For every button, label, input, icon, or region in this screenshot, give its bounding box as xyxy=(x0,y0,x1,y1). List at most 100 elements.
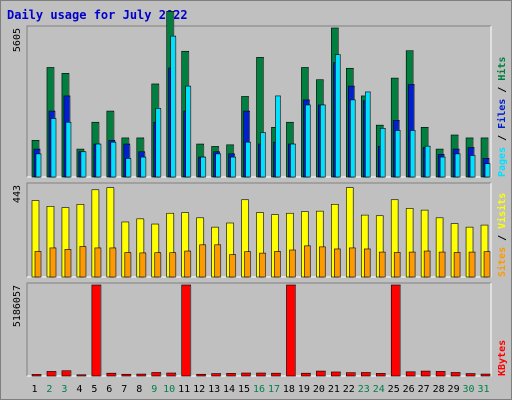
bar-kbytes-day-26 xyxy=(405,371,416,377)
bar-pages-day-18 xyxy=(290,143,296,178)
bar-kbytes-day-4 xyxy=(76,374,87,377)
x-tick-label-day-19: 19 xyxy=(298,384,310,395)
x-tick-label-day-8: 8 xyxy=(136,384,142,395)
bar-pages-day-23 xyxy=(364,91,371,178)
bar-kbytes-day-7 xyxy=(121,373,132,377)
bar-kbytes-day-28 xyxy=(435,371,446,377)
bar-sites-day-30 xyxy=(468,251,476,278)
bar-sites-day-17 xyxy=(274,251,281,278)
bar-sites-day-13 xyxy=(214,244,221,278)
bar-pages-day-17 xyxy=(275,95,281,178)
bar-pages-day-24 xyxy=(379,128,386,178)
bar-kbytes-day-2 xyxy=(46,371,57,377)
x-tick-label-day-9: 9 xyxy=(151,384,157,395)
x-tick-label-day-1: 1 xyxy=(31,384,37,395)
bar-sites-day-6 xyxy=(109,247,117,278)
bar-sites-day-26 xyxy=(408,251,416,278)
x-tick-label-day-18: 18 xyxy=(283,384,295,395)
panel-1-ymax-label: 5605 xyxy=(12,28,23,52)
bar-pages-day-14 xyxy=(230,156,236,178)
bar-kbytes-day-25 xyxy=(390,284,401,377)
bar-sites-day-25 xyxy=(393,252,401,278)
bar-sites-day-31 xyxy=(483,251,491,278)
bar-sites-day-3 xyxy=(64,249,72,278)
bar-sites-day-28 xyxy=(438,251,446,278)
legend-separator: / xyxy=(497,81,508,99)
bar-sites-day-23 xyxy=(363,248,371,278)
bar-sites-day-20 xyxy=(319,246,326,278)
bar-kbytes-day-12 xyxy=(196,373,206,377)
bar-kbytes-day-21 xyxy=(331,371,341,377)
bar-kbytes-day-14 xyxy=(226,373,236,377)
x-tick-label-day-5: 5 xyxy=(91,384,97,395)
panel-3-ymax-label: 5186057 xyxy=(12,285,23,327)
x-tick-label-day-13: 13 xyxy=(208,384,220,395)
bar-pages-day-7 xyxy=(125,158,132,178)
x-tick-label-day-29: 29 xyxy=(448,384,460,395)
x-tick-label-day-2: 2 xyxy=(46,384,52,395)
bar-pages-day-5 xyxy=(95,143,102,178)
bar-pages-day-26 xyxy=(409,130,416,178)
bar-kbytes-day-27 xyxy=(420,370,431,377)
x-tick-label-day-27: 27 xyxy=(418,384,430,395)
x-tick-label-day-12: 12 xyxy=(193,384,205,395)
bar-sites-day-8 xyxy=(139,252,147,278)
bar-kbytes-day-24 xyxy=(375,373,386,377)
bar-kbytes-day-22 xyxy=(346,372,356,377)
x-tick-label-day-30: 30 xyxy=(463,384,475,395)
bar-sites-day-24 xyxy=(378,251,386,278)
bar-kbytes-day-3 xyxy=(61,370,72,377)
bar-kbytes-day-19 xyxy=(301,372,311,377)
bar-kbytes-day-8 xyxy=(136,373,147,377)
bar-kbytes-day-1 xyxy=(31,374,42,377)
bar-pages-day-20 xyxy=(320,104,326,178)
bar-sites-day-19 xyxy=(304,245,311,278)
bar-kbytes-day-9 xyxy=(151,372,162,377)
legend-kbytes: KBytes xyxy=(497,340,508,376)
legend-hits: Hits xyxy=(496,57,508,81)
bar-sites-day-21 xyxy=(334,248,341,278)
bar-pages-day-15 xyxy=(245,141,251,178)
bar-pages-day-10 xyxy=(170,35,177,178)
bar-kbytes-day-31 xyxy=(480,373,491,377)
bar-kbytes-day-13 xyxy=(211,373,221,377)
bar-sites-day-29 xyxy=(453,252,461,278)
panel-2-shadow xyxy=(26,182,491,277)
bar-kbytes-day-17 xyxy=(271,372,281,377)
x-tick-label-day-3: 3 xyxy=(61,384,67,395)
bar-sites-day-10 xyxy=(169,252,177,278)
bar-sites-day-14 xyxy=(229,254,236,278)
bar-pages-day-6 xyxy=(110,141,117,178)
bar-pages-day-1 xyxy=(35,153,42,178)
x-tick-label-day-6: 6 xyxy=(106,384,112,395)
bar-kbytes-day-29 xyxy=(450,372,461,377)
x-tick-label-day-20: 20 xyxy=(313,384,325,395)
bar-sites-day-7 xyxy=(124,252,132,278)
bar-pages-day-25 xyxy=(394,130,401,178)
bar-pages-day-29 xyxy=(454,153,461,178)
legend-separator: / xyxy=(497,229,508,247)
bar-pages-day-27 xyxy=(424,145,431,178)
bar-kbytes-day-20 xyxy=(316,370,326,377)
bar-sites-day-1 xyxy=(34,251,42,278)
panel-1-legend: Pages / Files / Hits xyxy=(496,57,508,177)
panel-1-shadow xyxy=(26,25,491,177)
bar-sites-day-5 xyxy=(94,247,102,278)
bar-kbytes-day-18 xyxy=(286,284,296,377)
panel-3-shadow xyxy=(26,282,491,376)
bar-pages-day-16 xyxy=(260,132,266,178)
bar-pages-day-3 xyxy=(65,121,72,178)
bar-sites-day-27 xyxy=(423,250,431,278)
legend-files: Files xyxy=(496,99,508,129)
bar-kbytes-day-10 xyxy=(166,372,177,377)
bar-pages-day-21 xyxy=(335,54,341,178)
x-tick-label-day-16: 16 xyxy=(253,384,265,395)
bar-pages-day-30 xyxy=(469,155,476,178)
x-tick-label-day-22: 22 xyxy=(343,384,355,395)
bar-pages-day-11 xyxy=(185,85,191,178)
x-tick-label-day-11: 11 xyxy=(178,384,190,395)
x-tick-label-day-24: 24 xyxy=(373,384,385,395)
bar-sites-day-9 xyxy=(154,252,162,278)
